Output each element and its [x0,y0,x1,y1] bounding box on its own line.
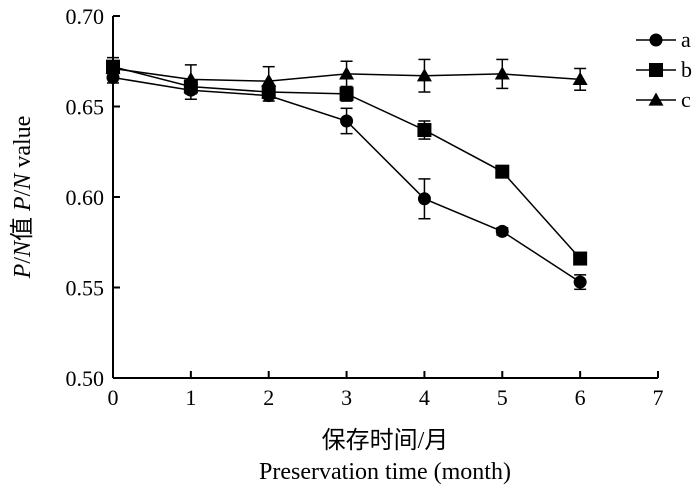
y-axis-title-slash2: / [10,189,36,196]
data-point-c [494,66,510,80]
x-tick-label: 3 [341,385,352,410]
x-tick-label: 5 [497,385,508,410]
series-a [106,71,587,291]
data-point-b [495,164,510,179]
data-point-a [417,192,431,206]
plot-area [112,16,658,379]
series-c [105,56,588,97]
legend-label: b [681,57,692,82]
data-point-a [340,114,354,128]
x-tick-label: 1 [185,385,196,410]
y-axis-title-n2: N [10,172,36,191]
legend-marker [649,63,663,77]
data-point-b [417,123,432,138]
legend-marker [648,92,664,106]
x-tick-label: 0 [108,385,119,410]
legend-label: c [681,87,691,112]
data-point-c [183,71,199,85]
y-axis-title-slash1: / [10,257,36,264]
legend-item-b: b [636,57,692,82]
y-tick-label: 0.60 [66,185,105,210]
x-axis-title-english: Preservation time (month) [259,459,511,485]
y-axis-title-p2: P [10,196,36,212]
data-point-c [572,71,588,85]
data-point-c [261,73,277,87]
x-tick-label: 6 [575,385,586,410]
y-axis-title: P/N值 P/N value [9,116,36,280]
x-tick-label: 4 [419,385,430,410]
y-tick-label: 0.50 [66,366,105,391]
legend-item-a: a [636,27,691,52]
legend-label: a [681,27,691,52]
data-point-a [495,224,509,238]
data-point-a [573,275,587,289]
legend-marker [649,33,663,47]
data-point-b [573,251,588,266]
y-axis-title-cn: 值 [9,211,36,241]
x-tick-label: 7 [653,385,664,410]
y-axis-title-en: value [10,116,36,174]
data-point-c [416,68,432,82]
x-axis-title-chinese: 保存时间/月 [322,427,449,454]
x-axis-ticks: 0 1 2 3 4 5 6 7 [108,371,664,410]
data-point-b [339,86,354,101]
legend: abc [636,27,692,112]
y-axis-title-p1: P [10,263,36,279]
y-tick-label: 0.70 [66,4,105,29]
series-b [106,59,588,266]
y-tick-label: 0.55 [66,276,105,301]
data-point-c [339,66,355,80]
data-point-c [105,60,121,75]
legend-item-c: c [636,87,691,112]
y-axis-title-n1: N [10,239,36,258]
y-axis-ticks: 0.50 0.55 0.60 0.65 0.70 [66,4,120,391]
series-layer [105,56,588,291]
y-tick-label: 0.65 [66,95,105,120]
x-tick-label: 2 [263,385,274,410]
